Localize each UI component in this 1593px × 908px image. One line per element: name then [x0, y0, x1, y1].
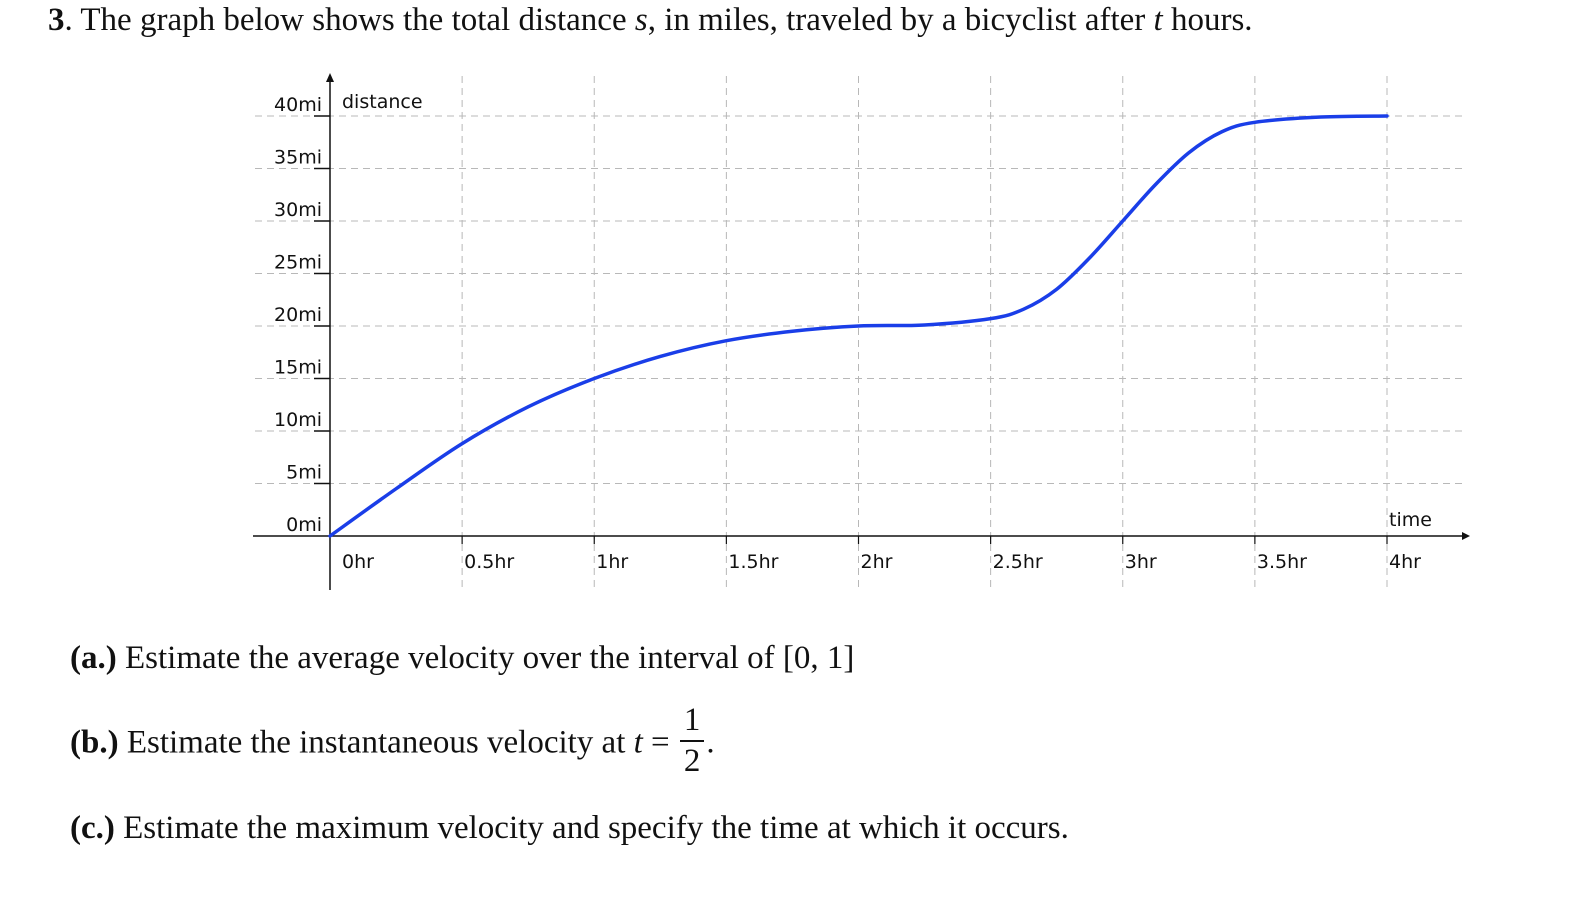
problem-text-2: , in miles, traveled by a bicyclist afte…: [647, 2, 1154, 38]
question-c: (c.) Estimate the maximum velocity and s…: [70, 810, 1069, 847]
x-tick-label: 1hr: [596, 551, 628, 573]
x-axis-label: time: [1389, 509, 1432, 531]
y-tick-label: 5mi: [286, 462, 322, 484]
question-b-variable: t: [633, 724, 643, 761]
question-a: (a.) Estimate the average velocity over …: [70, 640, 854, 677]
question-b-end: .: [706, 724, 715, 761]
y-tick-label: 20mi: [274, 304, 322, 326]
y-tick-label: 10mi: [274, 409, 322, 431]
y-tick-label: 40mi: [274, 94, 322, 116]
axes: [253, 73, 1470, 590]
x-tick-label: 0hr: [342, 551, 374, 573]
x-axis-arrow: [1462, 532, 1470, 540]
x-tick-label: 3.5hr: [1257, 551, 1307, 573]
y-tick-label: 0mi: [286, 514, 322, 536]
variable-t: t: [1153, 2, 1163, 38]
question-a-text: Estimate the average velocity over the i…: [116, 640, 855, 676]
x-tick-label: 3hr: [1125, 551, 1157, 573]
problem-text-1: . The graph below shows the total distan…: [64, 2, 635, 38]
problem-text-3: hours.: [1162, 2, 1253, 38]
y-tick-label: 15mi: [274, 357, 322, 379]
question-b-label: (b.): [70, 724, 119, 761]
x-tick-label: 2hr: [861, 551, 893, 573]
question-c-label: (c.): [70, 810, 115, 846]
x-tick-label: 4hr: [1389, 551, 1421, 573]
distance-time-graph: 0mi 5mi 10mi 15mi 20mi 25mi 30mi 35mi 40mi 0hr 0.5…: [253, 73, 1470, 590]
y-tick-label: 35mi: [274, 147, 322, 169]
fraction-numerator: 1: [679, 704, 705, 742]
question-c-text: Estimate the maximum velocity and specif…: [114, 810, 1069, 846]
y-tick-label: 25mi: [274, 252, 322, 274]
x-tick-label: 0.5hr: [464, 551, 514, 573]
question-b: (b.) Estimate the instantaneous velocity…: [70, 704, 715, 782]
tick-labels: 0mi 5mi 10mi 15mi 20mi 25mi 30mi 35mi 40mi 0hr 0.5…: [274, 94, 1421, 573]
problem-statement: 3. The graph below shows the total dista…: [48, 2, 1253, 39]
grid: [255, 76, 1465, 590]
question-b-text: Estimate the instantaneous velocity at: [118, 724, 634, 761]
variable-s: s: [634, 2, 648, 38]
y-tick-label: 30mi: [274, 199, 322, 221]
fraction-denominator: 2: [683, 743, 701, 779]
problem-number: 3: [48, 2, 65, 38]
x-tick-label: 1.5hr: [728, 551, 778, 573]
y-axis-label: distance: [342, 91, 423, 113]
distance-curve: [328, 114, 1389, 538]
y-axis-arrow: [326, 73, 334, 82]
question-b-equals: =: [642, 724, 678, 761]
x-tick-label: 2.5hr: [993, 551, 1043, 573]
question-a-label: (a.): [70, 640, 117, 676]
